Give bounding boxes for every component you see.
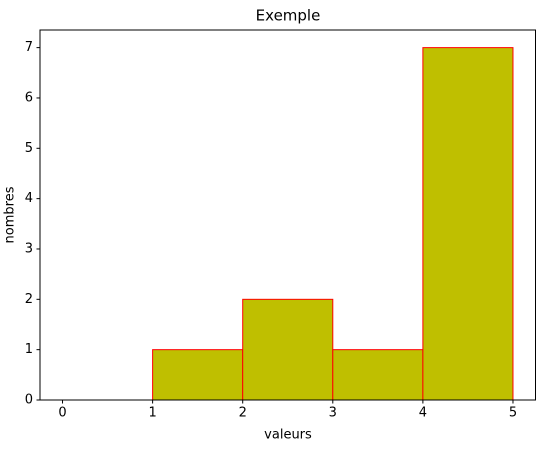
x-tick-label: 3 [329,406,337,421]
y-tick-label: 3 [25,241,33,256]
y-tick-label: 0 [25,393,33,408]
y-axis-label: nombres [3,186,18,243]
x-tick-label: 0 [58,406,66,421]
y-tick-label: 7 [25,40,33,55]
bar [422,47,514,401]
y-tick-label: 5 [25,141,33,156]
bar [332,349,424,401]
y-tick-label: 4 [25,191,33,206]
x-tick-label: 2 [239,406,247,421]
y-tick-label: 2 [25,292,33,307]
bar [152,349,244,401]
chart-title: Exemple [256,7,321,25]
x-tick-label: 5 [509,406,517,421]
plot-frame [39,29,536,401]
y-tick-label: 6 [25,90,33,105]
x-axis-label: valeurs [264,428,312,443]
y-tick-label: 1 [25,342,33,357]
x-tick-label: 1 [148,406,156,421]
x-tick-label: 4 [419,406,427,421]
bar [242,298,334,401]
